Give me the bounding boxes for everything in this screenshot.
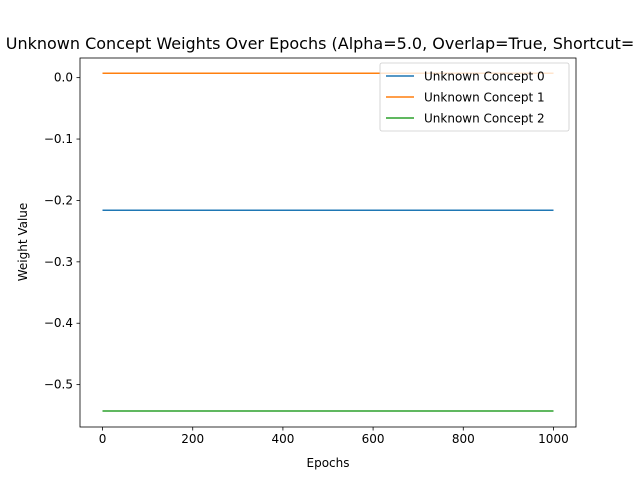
x-tick-label: 1000 (538, 432, 569, 446)
x-tick-label: 400 (271, 432, 294, 446)
x-axis-label: Epochs (307, 456, 350, 470)
y-tick-label: −0.4 (44, 316, 73, 330)
y-tick-label: −0.5 (44, 378, 73, 392)
legend-label-0: Unknown Concept 0 (424, 70, 545, 84)
x-tick-label: 0 (99, 432, 107, 446)
y-tick-label: −0.2 (44, 193, 73, 207)
y-tick-label: 0.0 (54, 71, 73, 85)
x-tick-label: 200 (181, 432, 204, 446)
legend-label-1: Unknown Concept 1 (424, 91, 545, 105)
y-tick-label: −0.3 (44, 255, 73, 269)
chart-title: Unknown Concept Weights Over Epochs (Alp… (6, 34, 635, 53)
legend-label-2: Unknown Concept 2 (424, 112, 545, 126)
plot-area: 0 200 400 600 800 1000 0.0 −0.1 −0.2 −0.3 −0.4 −0.5 (44, 57, 577, 446)
axes-frame (79, 57, 577, 428)
x-tick-label: 800 (452, 432, 475, 446)
legend-box (379, 62, 570, 132)
legend: Unknown Concept 0 Unknown Concept 1 Unknow… (379, 62, 570, 132)
x-tick-label: 600 (362, 432, 385, 446)
y-axis-label: Weight Value (16, 203, 30, 282)
y-tick-label: −0.1 (44, 132, 73, 146)
